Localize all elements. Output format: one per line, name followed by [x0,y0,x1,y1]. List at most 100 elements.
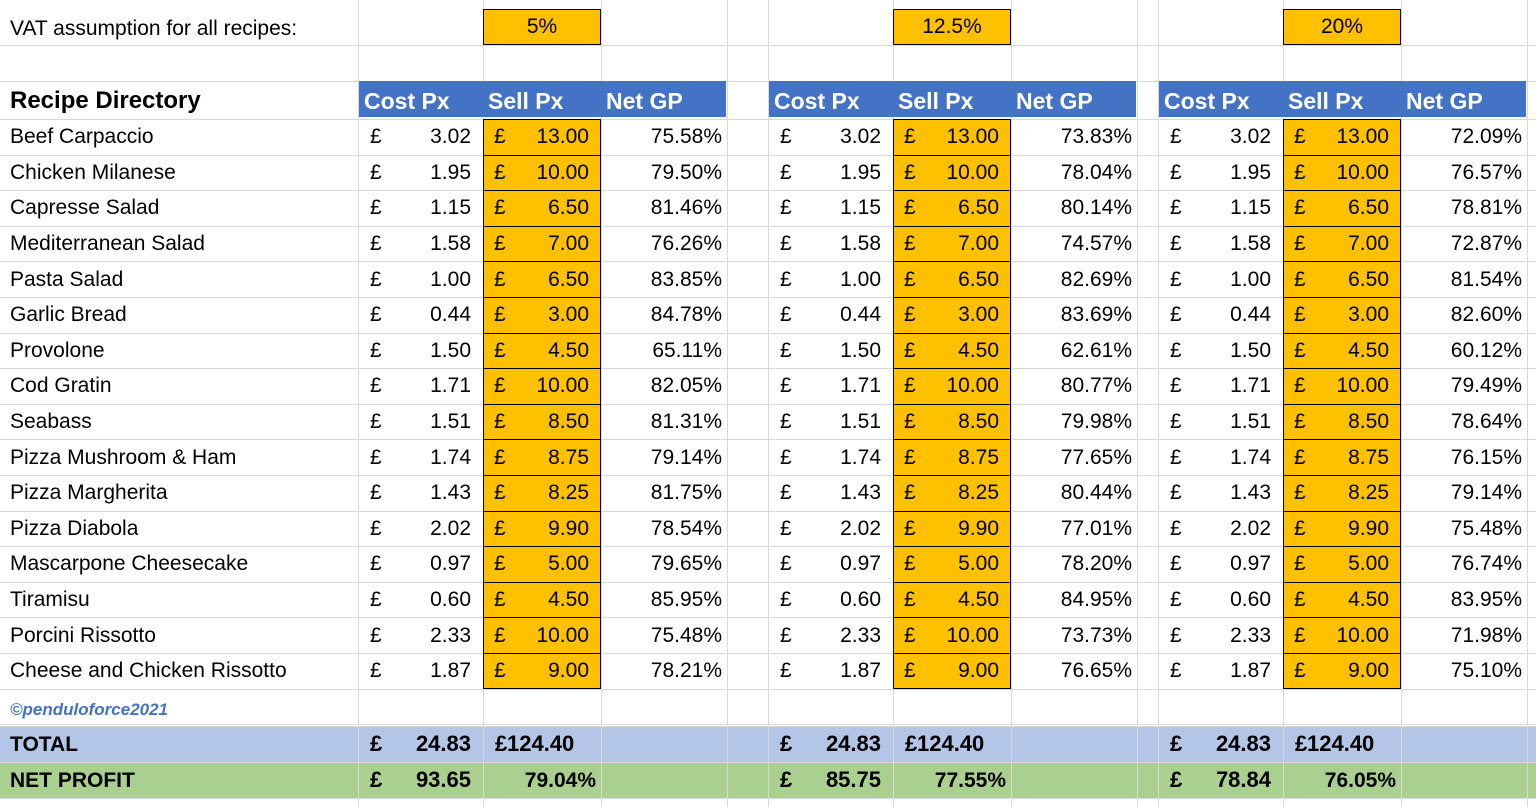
grid-line-horizontal [0,653,1536,654]
vat-rate-input-2[interactable]: 12.5% [893,9,1011,45]
sell-price-cell[interactable]: 5.00 [548,552,589,576]
header-net-gp: Net GP [606,87,683,114]
sell-price-cell[interactable]: 13.00 [1336,125,1389,149]
cost-price-cell: 1.58 [1230,232,1271,256]
sell-price-cell[interactable]: 10.00 [536,623,589,647]
sell-price-cell[interactable]: 8.75 [548,445,589,469]
sell-price-cell[interactable]: 10.00 [1336,160,1389,184]
sell-price-cell[interactable]: 13.00 [536,125,589,149]
cost-price-cell: 1.71 [840,374,881,398]
sell-price-cell[interactable]: 6.50 [958,196,999,220]
sell-price-cell[interactable]: 8.50 [958,410,999,434]
cost-price-cell: 1.50 [1230,338,1271,362]
sell-price-cell[interactable]: 6.50 [1348,267,1389,291]
vat-rate-input-1[interactable]: 5% [483,9,601,45]
vat-rate-input-3[interactable]: 20% [1283,9,1401,45]
sell-price-cell[interactable]: 9.90 [1348,516,1389,540]
header-sell-px: Sell Px [1288,87,1364,114]
recipe-name: Cod Gratin [10,374,112,398]
currency-symbol: £ [494,552,506,576]
header-cost-px: Cost Px [1164,87,1250,114]
currency-symbol: £ [780,160,792,184]
sell-price-cell[interactable]: 5.00 [1348,552,1389,576]
cost-price-cell: 1.74 [840,445,881,469]
sell-price-cell[interactable]: 4.50 [1348,588,1389,612]
net-gp-cell: 79.98% [1060,410,1132,434]
sell-price-cell[interactable]: 3.00 [548,303,589,327]
currency-symbol: £ [780,623,792,647]
grid-line-horizontal [0,439,1536,440]
sell-price-cell[interactable]: 8.75 [958,445,999,469]
column-header-bar [359,81,726,117]
sell-price-cell[interactable]: 8.25 [1348,481,1389,505]
net-gp-cell: 75.10% [1450,659,1522,683]
net-gp-cell: 75.58% [650,125,722,149]
sell-price-cell[interactable]: 7.00 [958,232,999,256]
cost-price-cell: 1.58 [840,232,881,256]
grid-line-horizontal [0,726,1536,727]
sell-cell-border [1283,368,1401,369]
sell-price-cell[interactable]: 8.75 [1348,445,1389,469]
net-gp-cell: 79.49% [1450,374,1522,398]
sell-price-cell[interactable]: 7.00 [548,232,589,256]
currency-symbol: £ [904,516,916,540]
sell-price-cell[interactable]: 10.00 [946,374,999,398]
sell-price-cell[interactable]: 9.00 [548,659,589,683]
sell-price-cell[interactable]: 10.00 [1336,374,1389,398]
sell-cell-border [1283,226,1401,227]
currency-symbol: £ [1294,588,1306,612]
sell-price-cell[interactable]: 8.25 [958,481,999,505]
sell-price-cell[interactable]: 5.00 [958,552,999,576]
sell-price-cell[interactable]: 8.50 [548,410,589,434]
sell-price-cell[interactable]: 4.50 [958,338,999,362]
sell-price-cell[interactable]: 8.25 [548,481,589,505]
sell-price-cell[interactable]: 9.90 [958,516,999,540]
sell-price-cell[interactable]: 6.50 [1348,196,1389,220]
currency-symbol: £ [370,552,382,576]
sell-price-cell[interactable]: 10.00 [1336,623,1389,647]
currency-symbol: £ [780,731,793,756]
net-profit-value: 85.75 [825,767,881,792]
sell-price-cell[interactable]: 10.00 [536,374,589,398]
sell-price-cell[interactable]: 3.00 [958,303,999,327]
sell-price-cell[interactable]: 10.00 [536,160,589,184]
currency-symbol: £ [1294,160,1306,184]
sell-price-cell[interactable]: 10.00 [946,160,999,184]
sell-price-cell[interactable]: 9.00 [958,659,999,683]
sell-price-cell[interactable]: 6.50 [958,267,999,291]
cost-price-cell: 1.43 [840,481,881,505]
sell-price-cell[interactable]: 8.50 [1348,410,1389,434]
currency-symbol: £ [780,374,792,398]
sell-price-cell[interactable]: 3.00 [1348,303,1389,327]
sell-price-cell[interactable]: 6.50 [548,196,589,220]
sell-price-cell[interactable]: 7.00 [1348,232,1389,256]
recipe-name: Pizza Mushroom & Ham [10,445,237,469]
sell-cell-border [1283,582,1401,583]
sell-cell-border [893,190,1011,191]
cost-price-cell: 2.02 [1230,516,1271,540]
sell-price-cell[interactable]: 4.50 [548,338,589,362]
sell-price-cell[interactable]: 4.50 [548,588,589,612]
sell-price-cell[interactable]: 9.90 [548,516,589,540]
sell-price-cell[interactable]: 6.50 [548,267,589,291]
sell-price-cell[interactable]: 13.00 [946,125,999,149]
cost-price-cell: 0.60 [430,588,471,612]
recipe-name: Capresse Salad [10,196,160,220]
total-sell: 124.40 [1307,731,1375,756]
net-profit-value: 93.65 [415,767,471,792]
grid-line-vertical [358,0,359,807]
sell-price-cell[interactable]: 10.00 [946,623,999,647]
sell-price-cell[interactable]: 9.00 [1348,659,1389,683]
sell-price-cell[interactable]: 4.50 [958,588,999,612]
net-gp-cell: 79.14% [650,445,722,469]
cost-price-cell: 1.58 [430,232,471,256]
sell-price-cell[interactable]: 4.50 [1348,338,1389,362]
currency-symbol: £ [1294,552,1306,576]
grid-line-horizontal [0,190,1536,191]
sell-cell-border [483,333,601,334]
net-gp-cell: 85.95% [650,588,722,612]
total-sell: 124.40 [917,731,985,756]
currency-symbol: £ [1294,659,1306,683]
sell-cell-border [483,190,601,191]
net-gp-cell: 82.60% [1450,303,1522,327]
